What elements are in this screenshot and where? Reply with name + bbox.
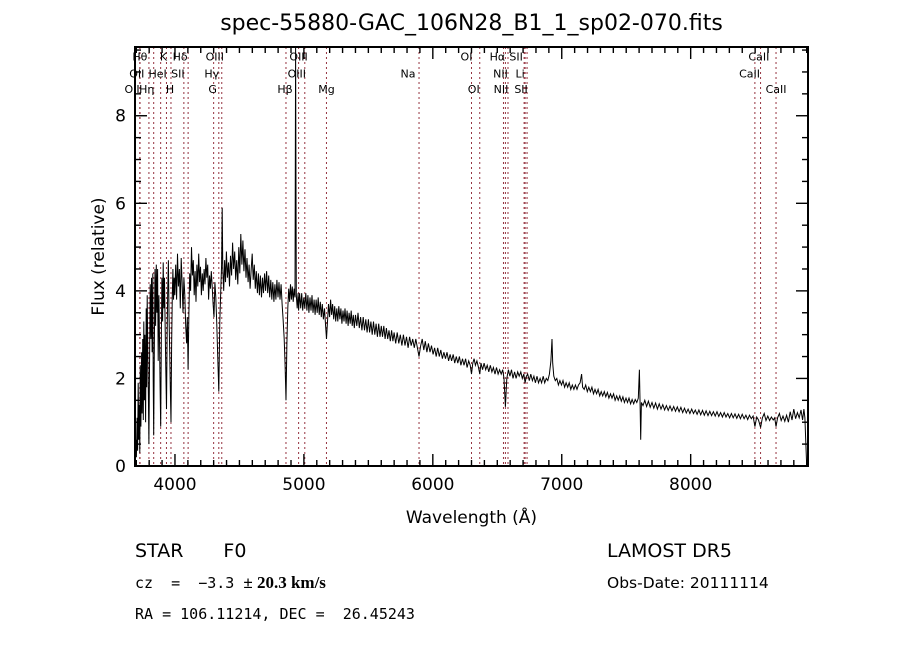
svg-text:SII: SII xyxy=(509,51,522,64)
svg-text:2: 2 xyxy=(115,369,126,389)
svg-text:HeI: HeI xyxy=(149,68,167,81)
svg-text:CaII: CaII xyxy=(766,83,787,96)
svg-text:OII: OII xyxy=(129,68,144,81)
svg-text:OII: OII xyxy=(124,83,139,96)
survey-label: LAMOST DR5 xyxy=(607,540,732,562)
svg-text:8: 8 xyxy=(115,107,126,127)
spectrum-trace xyxy=(135,47,807,462)
svg-text:5000: 5000 xyxy=(282,475,325,495)
svg-text:SII: SII xyxy=(514,83,527,96)
cz-line: cz = −3.3 ± 20.3 km/s xyxy=(135,573,326,593)
svg-text:Hθ: Hθ xyxy=(132,51,147,64)
svg-text:Mg: Mg xyxy=(318,83,334,96)
svg-text:7000: 7000 xyxy=(540,475,583,495)
svg-text:OI: OI xyxy=(461,51,473,64)
axis-ticks xyxy=(135,47,808,467)
svg-text:Hβ: Hβ xyxy=(277,83,292,96)
subclass-label: F0 xyxy=(223,540,247,562)
svg-text:NII: NII xyxy=(494,83,509,96)
svg-text:OIII: OIII xyxy=(288,68,306,81)
class-label: STAR xyxy=(135,540,184,562)
x-axis-title: Wavelength (Å) xyxy=(406,506,537,528)
svg-text:Hα: Hα xyxy=(490,51,506,64)
page-title: spec-55880-GAC_106N28_B1_1_sp02-070.fits xyxy=(220,11,723,36)
svg-text:4: 4 xyxy=(115,282,126,302)
svg-text:4000: 4000 xyxy=(153,475,196,495)
y-axis-title: Flux (relative) xyxy=(89,197,109,315)
cz-prefix: cz = −3.3 xyxy=(135,574,244,592)
svg-text:NII: NII xyxy=(493,68,508,81)
svg-text:OIII: OIII xyxy=(289,51,307,64)
svg-text:CaII: CaII xyxy=(739,68,760,81)
svg-text:6: 6 xyxy=(115,194,126,214)
svg-text:0: 0 xyxy=(115,457,126,477)
svg-text:CaII: CaII xyxy=(748,51,769,64)
svg-text:OIII: OIII xyxy=(206,51,224,64)
svg-text:Hη: Hη xyxy=(139,83,154,96)
obs-date-label: Obs-Date: 20111114 xyxy=(607,574,769,592)
svg-text:Hδ: Hδ xyxy=(173,51,188,64)
svg-text:OI: OI xyxy=(468,83,480,96)
svg-text:K: K xyxy=(160,51,168,64)
svg-text:Na: Na xyxy=(401,68,416,81)
svg-text:6000: 6000 xyxy=(411,475,454,495)
radec-line: RA = 106.11214, DEC = 26.45243 xyxy=(135,605,415,623)
cz-value: ± 20.3 km/s xyxy=(243,573,326,592)
svg-text:SII: SII xyxy=(171,68,184,81)
x-tick-labels: 4000 5000 6000 7000 8000 xyxy=(153,475,712,495)
y-tick-labels: 0 2 4 6 8 xyxy=(115,107,126,477)
svg-text:H: H xyxy=(166,83,174,96)
svg-text:G: G xyxy=(208,83,217,96)
svg-text:8000: 8000 xyxy=(669,475,712,495)
classification-line: STAR F0 xyxy=(135,540,246,562)
svg-text:Li: Li xyxy=(516,68,525,81)
svg-text:Hγ: Hγ xyxy=(204,68,219,81)
